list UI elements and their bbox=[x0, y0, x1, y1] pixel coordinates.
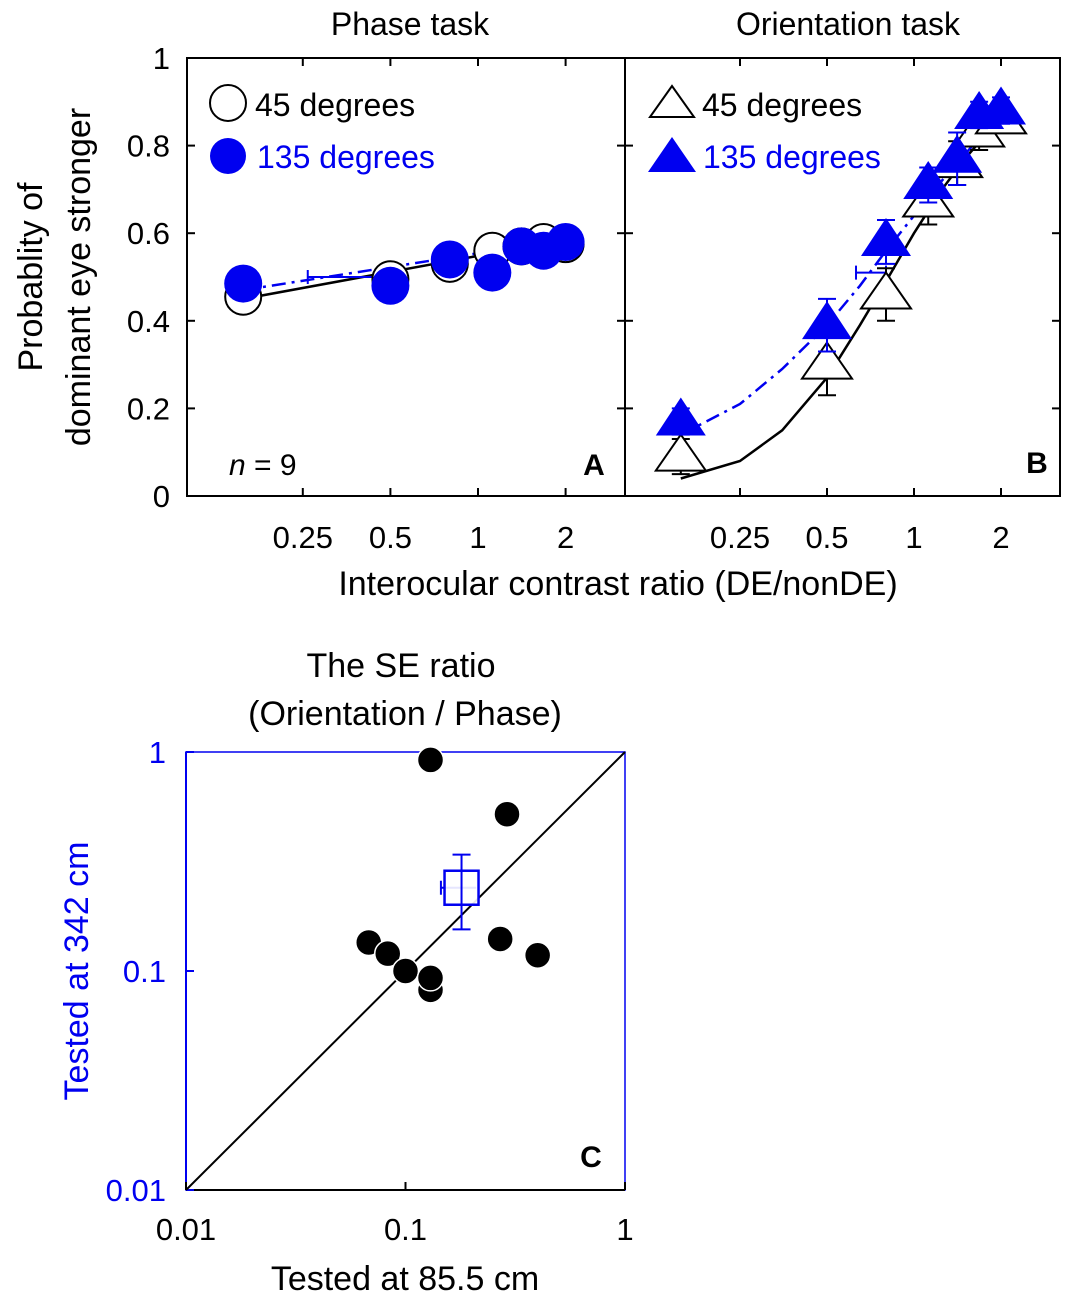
legend-a-135-label: 135 degrees bbox=[257, 139, 435, 175]
y-tick-label: 0.8 bbox=[127, 129, 170, 164]
y-axis-label-line1: Probablity of bbox=[12, 182, 50, 372]
panel-c-title-line2: (Orientation / Phase) bbox=[248, 695, 562, 733]
panel-c-point bbox=[391, 957, 420, 985]
legend-a: 45 degrees 135 degrees bbox=[209, 84, 435, 175]
panel-a-x-tick-label: 0.25 bbox=[273, 520, 333, 555]
panel-label-c: C bbox=[580, 1141, 602, 1174]
panel-a-point-135 bbox=[473, 253, 512, 292]
panel-b-point-135 bbox=[903, 161, 954, 200]
y-tick-label: 0.4 bbox=[127, 304, 170, 339]
panel-b-point-135 bbox=[861, 217, 911, 256]
legend-a-45-label: 45 degrees bbox=[255, 87, 415, 123]
panel-c-y-tick-label: 1 bbox=[149, 735, 166, 770]
panel-c-point bbox=[416, 746, 445, 774]
n-annotation: n = 9 bbox=[229, 449, 297, 482]
panel-a-x-tick-label: 2 bbox=[557, 520, 574, 555]
x-axis-label-ab: Interocular contrast ratio (DE/nonDE) bbox=[338, 565, 897, 603]
panel-c-point bbox=[416, 964, 445, 992]
n-annotation-symbol: n bbox=[229, 449, 246, 482]
panel-c-data: 0.01 0.1 1 0.01 0.1 1 bbox=[106, 735, 634, 1247]
panel-label-a: A bbox=[583, 449, 605, 482]
panel-b-x-tick-label: 1 bbox=[905, 520, 922, 555]
panel-b-x-tick-label: 0.25 bbox=[710, 520, 770, 555]
panel-a-point-135 bbox=[546, 222, 585, 261]
panel-b-title: Orientation task bbox=[736, 6, 961, 42]
y-tick-label: 0 bbox=[153, 479, 170, 514]
legend-b-filled-triangle-marker bbox=[648, 137, 696, 172]
panel-b-x-tick-label: 2 bbox=[992, 520, 1009, 555]
panel-a-point-135 bbox=[430, 240, 469, 279]
panel-b-point-135 bbox=[802, 301, 853, 340]
panel-c-point bbox=[486, 925, 514, 953]
legend-b-open-triangle-marker bbox=[648, 84, 696, 118]
n-annotation-value: = 9 bbox=[246, 449, 297, 482]
panel-c-y-tick-label: 0.01 bbox=[106, 1173, 166, 1208]
panel-c-x-tick-label: 1 bbox=[616, 1212, 633, 1247]
panel-a-x-tick-label: 0.5 bbox=[369, 520, 412, 555]
panel-label-b: B bbox=[1026, 447, 1048, 480]
panel-a-point-135 bbox=[224, 264, 263, 303]
panel-b-point-45 bbox=[653, 432, 708, 472]
panel-b-x-tick-label: 0.5 bbox=[805, 520, 848, 555]
y-tick-label: 0.6 bbox=[127, 216, 170, 251]
panels-ab-data: 0.25 0.5 1 2 0 0.2 0.4 0.6 0.8 1 0.25 0.5 1 2 bbox=[127, 41, 1060, 555]
legend-b-135-label: 135 degrees bbox=[703, 139, 881, 175]
panel-c-x-tick-label: 0.1 bbox=[384, 1212, 427, 1247]
panel-b-point-135 bbox=[932, 134, 983, 173]
panel-a-x-tick-label: 1 bbox=[469, 520, 486, 555]
panel-c-point bbox=[523, 941, 552, 970]
panel-a-title: Phase task bbox=[331, 6, 490, 42]
legend-b: 45 degrees 135 degrees bbox=[648, 84, 881, 175]
panel-c-point bbox=[493, 800, 521, 828]
panel-b-point-135 bbox=[976, 86, 1027, 125]
legend-a-open-circle-marker bbox=[209, 84, 247, 122]
y-tick-label: 0.2 bbox=[127, 391, 170, 426]
y-tick-label: 1 bbox=[153, 41, 170, 76]
legend-b-45-label: 45 degrees bbox=[702, 87, 862, 123]
panel-c-y-axis-label: Tested at 342 cm bbox=[58, 842, 96, 1101]
panel-b-point-45 bbox=[859, 270, 913, 310]
panel-c-y-tick-label: 0.1 bbox=[123, 954, 166, 989]
panel-c-x-tick-label: 0.01 bbox=[156, 1212, 216, 1247]
y-axis-label-line2: dominant eye stronger bbox=[60, 108, 98, 446]
legend-a-filled-circle-marker bbox=[210, 138, 246, 174]
panel-c-x-axis-label: Tested at 85.5 cm bbox=[271, 1260, 539, 1298]
panel-c-point bbox=[373, 939, 402, 968]
panel-a-point-135 bbox=[371, 266, 410, 305]
panel-b-point-135 bbox=[655, 397, 706, 436]
panel-b-point-45 bbox=[800, 340, 854, 380]
panel-c-title-line1: The SE ratio bbox=[307, 647, 496, 685]
